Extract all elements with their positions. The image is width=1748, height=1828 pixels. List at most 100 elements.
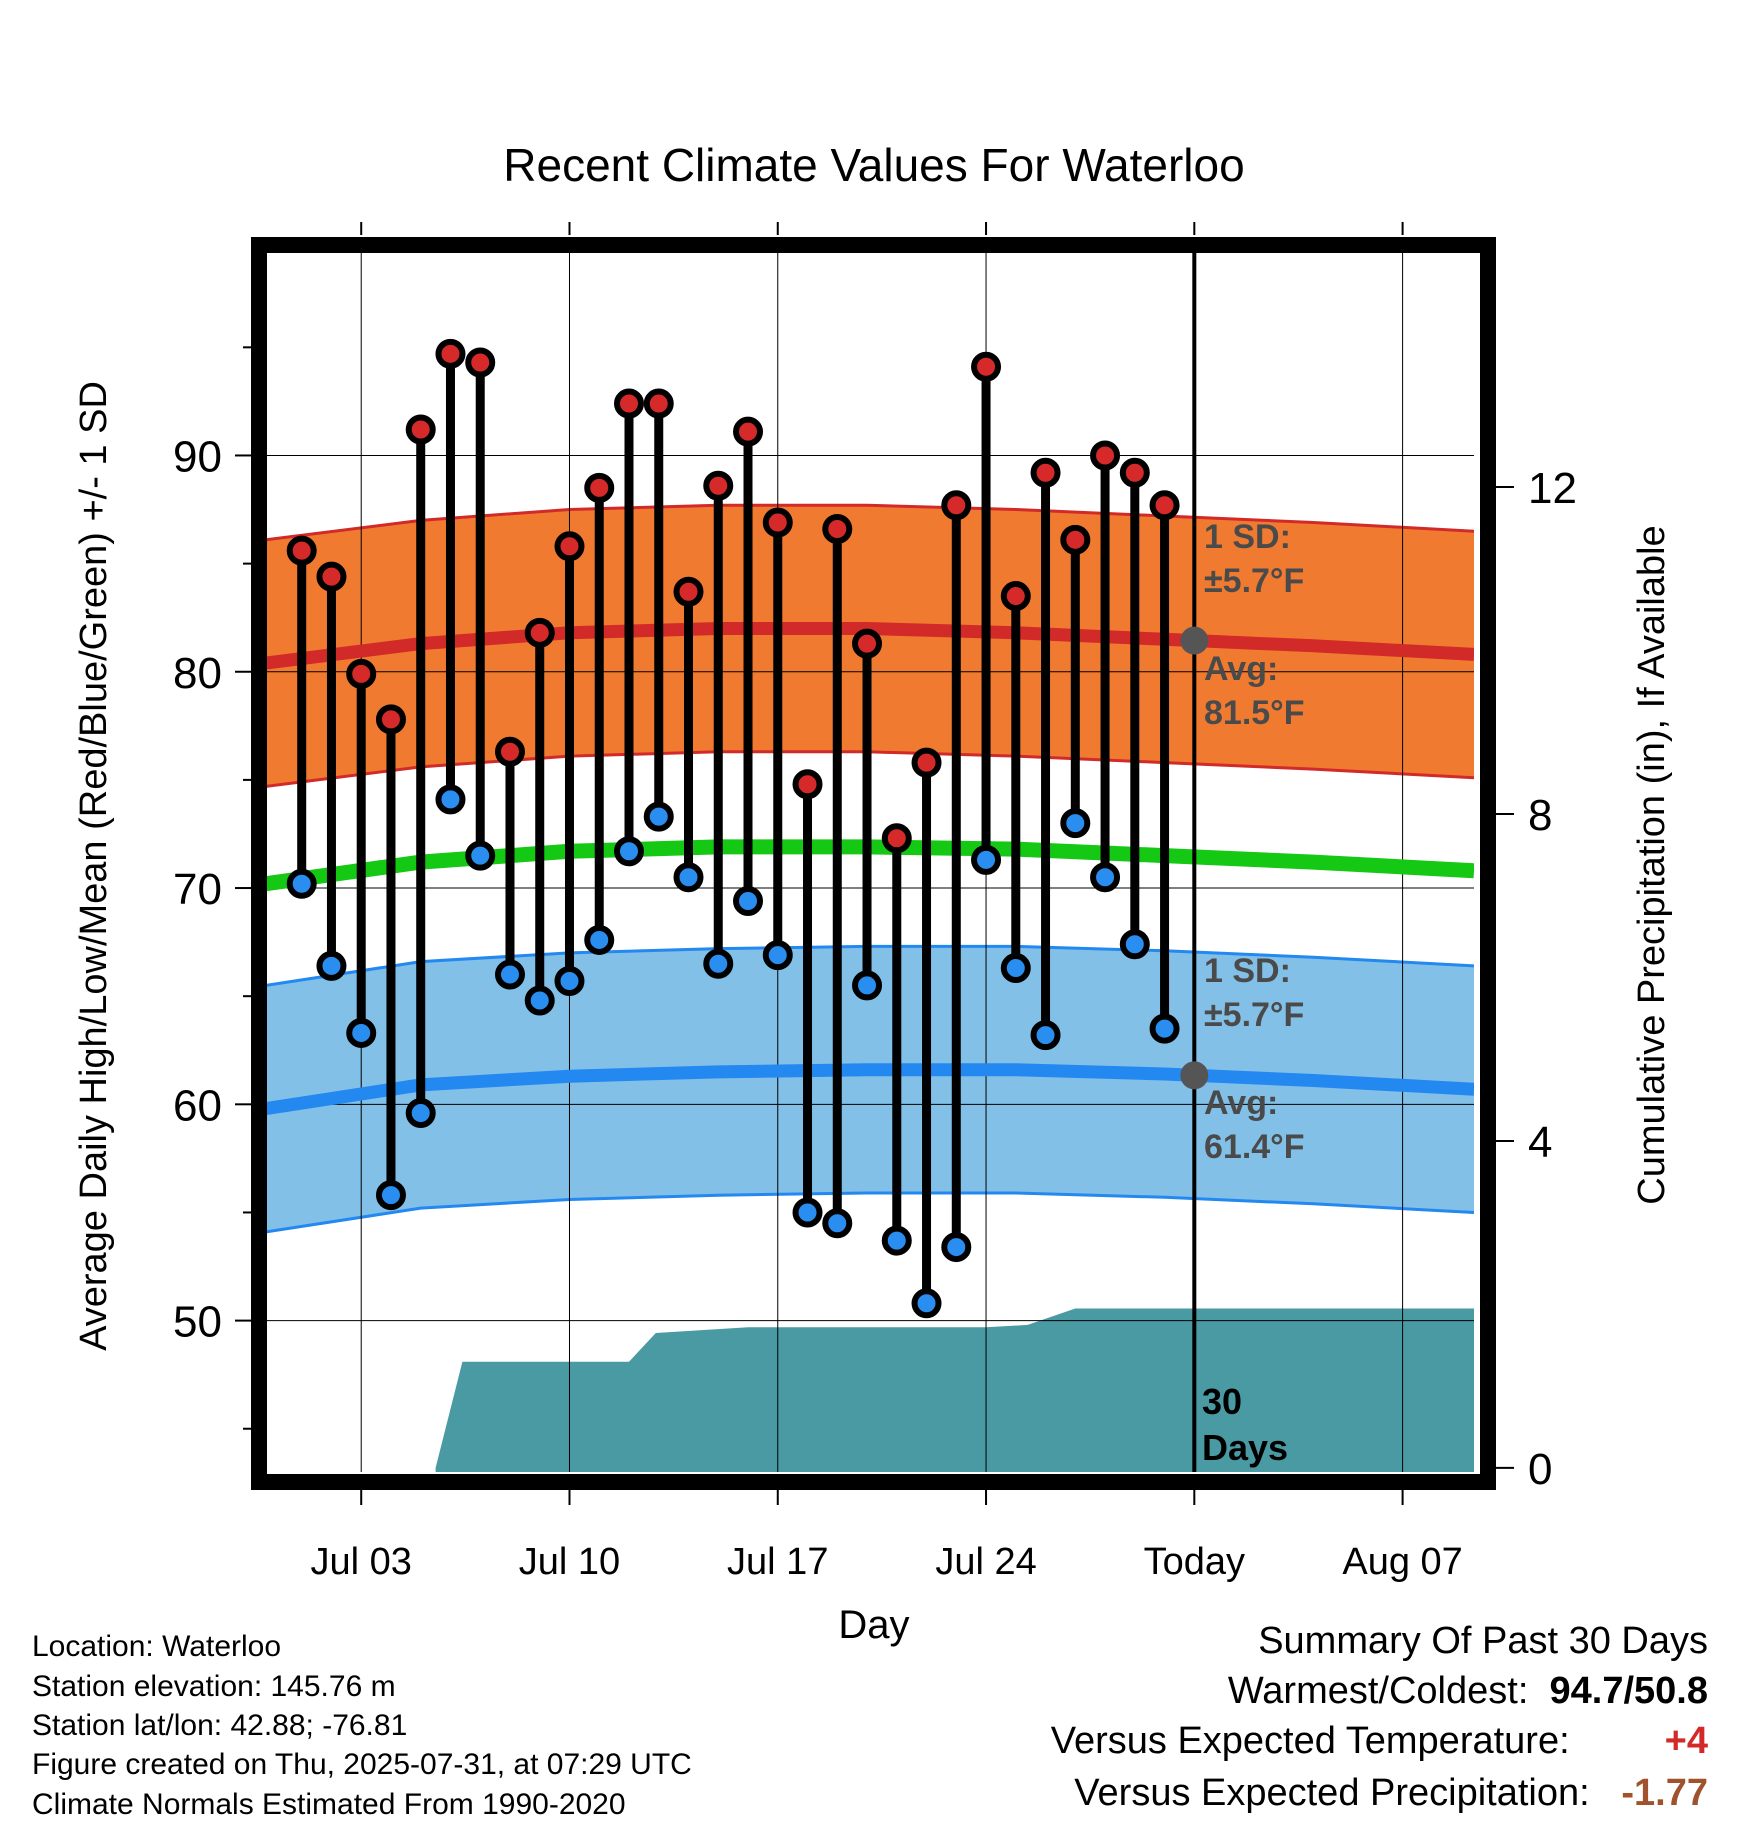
daily-low-point	[733, 886, 764, 917]
daily-high-point	[494, 736, 525, 767]
y-right-tick-label: 8	[1528, 791, 1552, 840]
daily-low-point	[375, 1180, 406, 1211]
daily-low-point	[1030, 1020, 1061, 1051]
daily-high-point	[1060, 524, 1091, 555]
daily-low-point	[584, 924, 615, 955]
precipitation-label: Versus Expected Precipitation:	[1074, 1772, 1590, 1814]
low-avg-value: 61.4°F	[1204, 1128, 1305, 1166]
daily-low-point	[465, 840, 496, 871]
daily-low-point	[971, 844, 1002, 875]
daily-low-point	[822, 1208, 853, 1239]
daily-low-point	[524, 985, 555, 1016]
y-left-axis-label: Average Daily High/Low/Mean (Red/Blue/Gr…	[73, 381, 115, 1351]
daily-high-point	[1149, 490, 1180, 521]
latlon-text: Station lat/lon: 42.88; -76.81	[32, 1709, 408, 1742]
daily-low-point	[613, 836, 644, 867]
warmest-label: Warmest/Coldest:	[1227, 1670, 1529, 1712]
high-avg-value: 81.5°F	[1204, 694, 1305, 732]
y-right-axis-label: Cumulative Precipitation (in), If Availa…	[1631, 525, 1673, 1204]
today-low-avg-marker	[1180, 1061, 1209, 1090]
daily-high-point	[375, 704, 406, 735]
normals-text: Climate Normals Estimated From 1990-2020	[32, 1788, 626, 1821]
daily-low-point	[762, 940, 793, 971]
daily-low-point	[792, 1197, 823, 1228]
temperature-value: +4	[1664, 1720, 1708, 1762]
warmest-value: 94.7/50.8	[1549, 1670, 1708, 1712]
daily-low-point	[554, 966, 585, 997]
y-left-tick-label: 80	[173, 649, 222, 698]
daily-low-point	[941, 1232, 972, 1263]
summary-temperature: Versus Expected Temperature: +4	[1051, 1720, 1708, 1763]
daily-high-point	[465, 347, 496, 378]
daily-low-point	[673, 862, 704, 893]
precipitation-value: -1.77	[1621, 1772, 1708, 1814]
daily-high-point	[435, 338, 466, 369]
daily-high-point	[405, 414, 436, 445]
daily-low-point	[286, 868, 317, 899]
daily-high-point	[852, 628, 883, 659]
daily-high-point	[792, 769, 823, 800]
daily-low-point	[1149, 1013, 1180, 1044]
daily-high-point	[584, 472, 615, 503]
daily-high-point	[703, 470, 734, 501]
daily-low-point	[643, 801, 674, 832]
daily-high-point	[762, 507, 793, 538]
summary-precipitation: Versus Expected Precipitation: -1.77	[1074, 1772, 1708, 1815]
low-sd-lower-line	[266, 1191, 1474, 1234]
low-avg-label: Avg:	[1204, 1084, 1278, 1122]
daily-low-point	[881, 1225, 912, 1256]
x-tick-label: Jul 03	[311, 1541, 412, 1583]
daily-high-point	[346, 658, 377, 689]
high-sd-label: 1 SD:	[1204, 518, 1291, 556]
x-tick-label: Jul 24	[935, 1541, 1036, 1583]
daily-low-point	[435, 784, 466, 815]
low-sd-label: 1 SD:	[1204, 952, 1291, 990]
daily-low-point	[405, 1097, 436, 1128]
daily-high-point	[673, 576, 704, 607]
daily-high-point	[1090, 440, 1121, 471]
created-text: Figure created on Thu, 2025-07-31, at 07…	[32, 1748, 692, 1781]
location-text: Location: Waterloo	[32, 1630, 282, 1663]
x-tick-label: Jul 17	[727, 1541, 828, 1583]
chart-title: Recent Climate Values For Waterloo	[503, 139, 1245, 191]
daily-low-point	[316, 950, 347, 981]
daily-high-point	[643, 388, 674, 419]
daily-low-point	[852, 970, 883, 1001]
daily-high-point	[1000, 581, 1031, 612]
today-high-avg-marker	[1180, 626, 1209, 655]
x-tick-label: Jul 10	[519, 1541, 620, 1583]
daily-high-point	[554, 531, 585, 562]
daily-high-point	[881, 823, 912, 854]
daily-high-point	[971, 351, 1002, 382]
y-right-tick-label: 0	[1528, 1445, 1552, 1494]
summary-heading: Summary Of Past 30 Days	[1258, 1620, 1708, 1662]
daily-high-point	[822, 514, 853, 545]
temperature-label: Versus Expected Temperature:	[1050, 1720, 1570, 1762]
x-axis-label: Day	[838, 1603, 909, 1647]
precip-days-number: 30	[1202, 1381, 1242, 1422]
daily-low-point	[703, 948, 734, 979]
daily-high-point	[524, 617, 555, 648]
daily-low-point	[494, 959, 525, 990]
daily-high-point	[911, 747, 942, 778]
summary-warmest: Warmest/Coldest: 94.7/50.8	[1228, 1670, 1708, 1713]
daily-high-point	[613, 388, 644, 419]
daily-high-point	[286, 535, 317, 566]
daily-low-point	[1060, 808, 1091, 839]
daily-high-point	[1119, 457, 1150, 488]
y-left-tick-label: 90	[173, 432, 222, 481]
x-tick-label: Aug 07	[1342, 1541, 1462, 1583]
precip-days-label: Days	[1202, 1427, 1288, 1468]
normal-high-line	[266, 622, 1474, 670]
daily-high-point	[941, 490, 972, 521]
plot-frame	[251, 237, 1496, 1490]
y-left-tick-label: 50	[173, 1298, 222, 1347]
y-right-tick-label: 12	[1528, 464, 1577, 513]
daily-high-point	[1030, 457, 1061, 488]
low-sd-value: ±5.7°F	[1204, 996, 1304, 1034]
precipitation-area	[435, 1308, 1474, 1472]
high-sd-upper-line	[266, 503, 1474, 542]
daily-low-point	[1119, 929, 1150, 960]
normal-low-line	[266, 1063, 1474, 1116]
